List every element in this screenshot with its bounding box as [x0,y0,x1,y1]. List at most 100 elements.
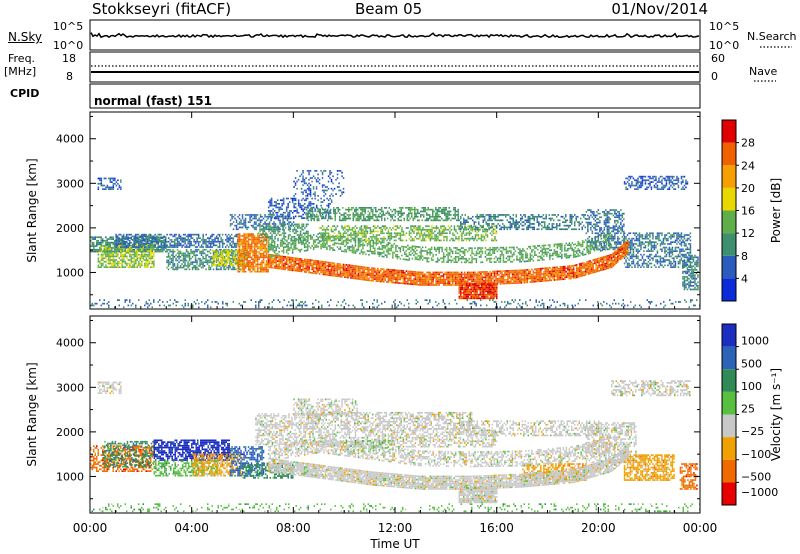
heatmap-cell [175,259,177,262]
heatmap-cell [103,240,105,242]
heatmap-cell [631,266,633,268]
heatmap-cell [581,228,583,231]
heatmap-cell [597,209,600,211]
heatmap-cell [623,218,625,220]
heatmap-cell [120,250,122,252]
heatmap-cell [360,207,362,209]
heatmap-cell [147,244,149,247]
heatmap-cell [96,245,98,247]
heatmap-cell [262,254,265,257]
heatmap-cell [496,224,498,227]
heatmap-cell [166,259,168,262]
heatmap-cell [232,261,234,264]
heatmap-cell [326,186,328,188]
heatmap-cell [360,225,363,227]
heatmap-cell [148,253,151,256]
heatmap-cell [424,208,426,211]
heatmap-cell [317,173,319,176]
heatmap-cell [267,228,269,231]
heatmap-cell [159,248,161,251]
heatmap-cell [575,219,577,222]
heatmap-cell [262,232,264,235]
heatmap-cell [470,224,472,227]
heatmap-cell [329,195,331,197]
heatmap-cell [662,188,665,190]
heatmap-cell [594,243,597,245]
heatmap-cell [625,236,627,238]
heatmap-cell [377,230,379,233]
heatmap-cell [360,217,362,220]
heatmap-cell [292,236,294,238]
heatmap-cell [655,177,657,180]
heatmap-cell [109,241,111,244]
heatmap-cell [587,223,589,226]
heatmap-cell [330,230,333,233]
heatmap-cell [141,262,143,265]
heatmap-cell [318,219,320,222]
heatmap-cell [444,227,447,229]
heatmap-cell [348,217,350,220]
heatmap-cell [217,252,219,255]
heatmap-cell [483,237,486,240]
heatmap-cell [650,257,653,260]
heatmap-cell [568,226,570,229]
heatmap-cell [122,242,125,245]
heatmap-cell [565,224,567,227]
heatmap-cell [271,223,274,225]
heatmap-cell [205,254,207,256]
heatmap-cell [587,227,589,229]
heatmap-cell [354,214,356,216]
heatmap-cell [321,184,324,186]
heatmap-cell [327,199,330,202]
heatmap-cell [527,215,529,218]
heatmap-cell [140,233,143,236]
heatmap-cell [434,236,436,238]
heatmap-cell [670,236,672,238]
heatmap-cell [485,223,487,225]
heatmap-cell [676,234,678,236]
heatmap-cell [220,248,222,251]
heatmap-cell [523,221,525,223]
heatmap-cell [106,240,108,242]
heatmap-cell [208,265,210,267]
heatmap-cell [114,259,116,261]
heatmap-cell [460,215,462,218]
heatmap-cell [665,234,668,236]
heatmap-cell [120,244,122,247]
heatmap-cell [358,215,360,218]
heatmap-cell [565,215,567,218]
heatmap-cell [147,266,149,268]
heatmap-cell [133,244,135,247]
heatmap-cell [295,225,297,227]
heatmap-cell [585,211,588,213]
heatmap-cell [200,254,203,256]
heatmap-cell [231,217,233,220]
heatmap-cell [235,254,237,256]
heatmap-cell [270,219,272,222]
heatmap-cell [475,226,477,229]
heatmap-cell [617,221,619,224]
heatmap-cell [641,255,644,258]
heatmap-cell [390,234,393,236]
heatmap-cell [653,243,656,245]
heatmap-cell [252,254,254,257]
heatmap-cell [233,246,236,248]
heatmap-cell [354,208,356,211]
heatmap-cell [137,237,140,239]
heatmap-cell [250,247,253,250]
heatmap-cell [342,191,345,194]
heatmap-cell [436,210,438,213]
heatmap-cell [114,243,116,246]
heatmap-cell [255,223,257,225]
heatmap-cell [125,233,128,236]
heatmap-cell [571,219,573,222]
heatmap-cell [316,215,318,218]
heatmap-cell [440,232,442,235]
heatmap-cell [375,236,378,238]
heatmap-cell [632,259,635,261]
heatmap-cell [641,175,644,178]
heatmap-cell [661,186,663,189]
heatmap-cell [249,260,251,262]
heatmap-cell [117,188,119,190]
